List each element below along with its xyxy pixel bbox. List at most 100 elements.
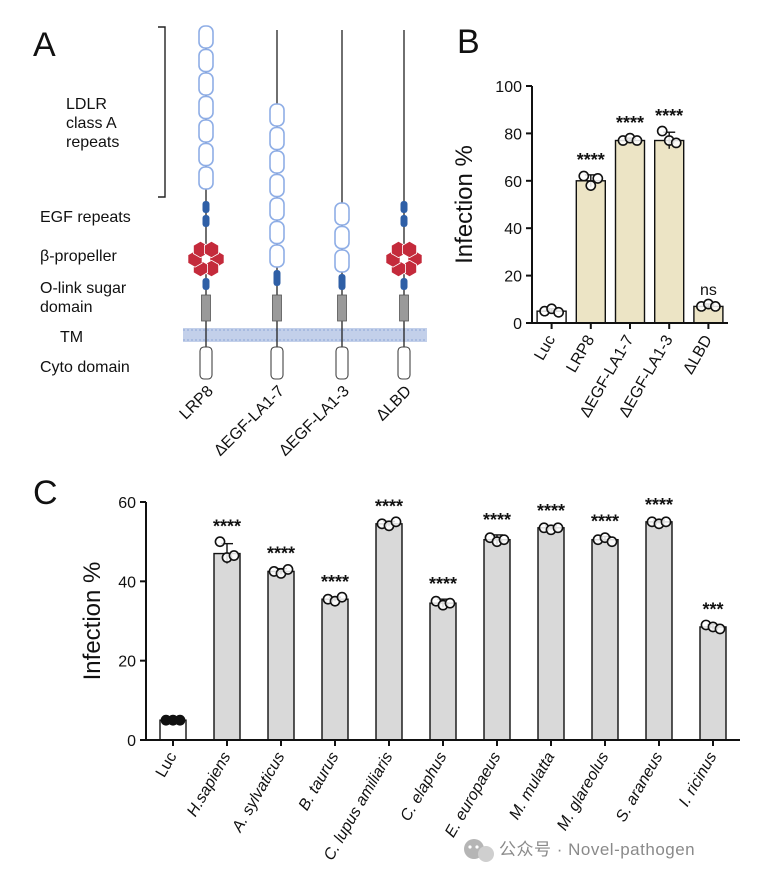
y-tick-label: 20 [504, 269, 522, 286]
y-axis-title: Infection % [451, 145, 478, 264]
ldlr-repeat [269, 173, 285, 198]
data-point [585, 180, 597, 191]
significance-label: **** [645, 495, 673, 515]
construct-0: LRP8 [177, 25, 225, 423]
ldlr-repeat [198, 95, 214, 120]
y-tick-label: 80 [504, 126, 522, 143]
significance-label: **** [429, 574, 457, 594]
bar [483, 538, 511, 741]
data-point [670, 137, 682, 149]
egf-repeat [202, 201, 210, 213]
y-tick-label: 100 [495, 79, 522, 96]
bar [375, 523, 403, 741]
ldlr-repeat [198, 166, 214, 190]
x-tick-label: M. mulatta [506, 749, 558, 822]
ldlr-label-line-3: repeats [66, 134, 119, 151]
data-point [553, 306, 564, 318]
significance-label: **** [321, 572, 349, 592]
y-tick-label: 20 [118, 654, 136, 671]
propeller-blade [203, 240, 220, 259]
data-point [336, 591, 348, 603]
egf-repeat [273, 270, 281, 286]
data-point [498, 534, 510, 546]
x-tick-label: M. glareolus [554, 750, 612, 834]
y-tick-label: 40 [504, 221, 522, 238]
x-tick-label: LRP8 [564, 332, 599, 375]
bar [213, 552, 241, 741]
significance-label: ns [700, 282, 717, 299]
egf-repeat [400, 201, 408, 213]
watermark: 公众号 · Novel-pathogen [464, 839, 695, 862]
significance-label: **** [375, 496, 403, 516]
significance-label: **** [591, 512, 619, 532]
x-tick-label: C. elaphus [397, 750, 450, 825]
cyto-domain [199, 346, 213, 380]
significance-label: **** [655, 106, 683, 126]
olink-domain [272, 294, 282, 322]
y-tick-label: 60 [504, 174, 522, 191]
data-point [592, 173, 604, 184]
data-point [214, 536, 226, 548]
construct-label: ΔEGF-LA1-3 [276, 383, 353, 460]
bar [645, 521, 673, 741]
construct-3: ΔLBD [373, 30, 423, 424]
beta-propeller-label: β-propeller [40, 248, 117, 265]
data-point [390, 516, 402, 528]
bar [321, 598, 349, 741]
olink-label-line-1: O-link sugar [40, 280, 127, 297]
egf-repeat [400, 215, 408, 227]
cyto-domain-label: Cyto domain [40, 359, 130, 376]
significance-label: **** [267, 544, 295, 564]
tm-label: TM [60, 329, 83, 346]
propeller-core [400, 254, 408, 264]
olink-domain [337, 294, 347, 322]
ldlr-repeat [198, 72, 214, 96]
x-tick-label: ΔLBD [680, 333, 716, 378]
significance-label: **** [483, 510, 511, 530]
construct-2: ΔEGF-LA1-3 [276, 30, 353, 460]
data-point [282, 564, 294, 575]
data-point [606, 536, 618, 548]
x-tick-label: Luc [153, 750, 181, 781]
bar [614, 139, 646, 324]
x-tick-label: S. araneus [613, 750, 666, 826]
panel-a-letter: A [33, 26, 56, 64]
y-tick-label: 40 [118, 574, 136, 591]
significance-label: **** [537, 501, 565, 521]
data-point [656, 125, 668, 137]
bar [575, 180, 606, 324]
x-tick-label: H.sapiens [184, 750, 234, 820]
bar [591, 538, 619, 741]
propeller-core [202, 254, 210, 264]
data-point [174, 714, 186, 726]
ldlr-repeat [269, 197, 285, 221]
bar [699, 626, 727, 741]
y-tick-label: 0 [127, 733, 136, 750]
data-point [631, 135, 643, 146]
cyto-domain [397, 346, 411, 380]
bar [654, 139, 685, 324]
olink-label-line-2: domain [40, 299, 92, 316]
ldlr-repeat [198, 119, 214, 143]
ldlr-repeat [269, 244, 285, 268]
data-point [578, 170, 590, 182]
x-tick-label: E. europaeus [442, 750, 504, 841]
significance-label: **** [213, 517, 241, 537]
ldlr-repeat [198, 48, 214, 73]
beta-propeller-icon [187, 240, 225, 278]
cyto-domain [335, 346, 349, 380]
ldlr-repeat [269, 103, 285, 127]
propeller-blade [401, 240, 418, 259]
data-point [660, 516, 672, 528]
x-tick-label: I. ricinus [676, 750, 721, 810]
panel-b: B 0 20 40 60 80 100 Infection % Luc **** LRP8 ****… [451, 23, 728, 420]
panel-b-letter: B [457, 23, 480, 61]
data-point [228, 550, 240, 561]
watermark-text: 公众号 · Novel-pathogen [499, 840, 695, 859]
x-tick-label: Luc [531, 333, 559, 364]
wechat-icon [464, 839, 494, 862]
data-point [444, 597, 456, 609]
